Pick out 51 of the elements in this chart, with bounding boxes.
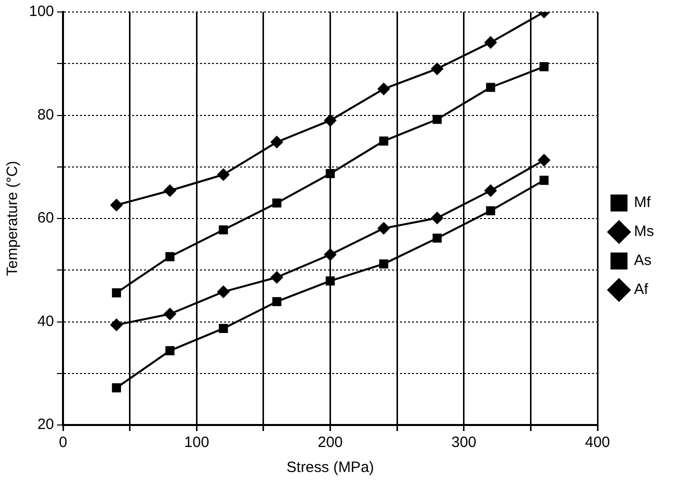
- y-tick-label: 80: [37, 106, 54, 124]
- point: [218, 324, 228, 333]
- point: [272, 198, 282, 208]
- point: [486, 206, 496, 216]
- point: [431, 62, 444, 75]
- point: [164, 308, 176, 320]
- y-axis-title: Temperature (°C): [4, 160, 22, 276]
- point: [326, 169, 335, 178]
- point: [538, 154, 550, 166]
- point: [324, 114, 336, 126]
- x-tick-label: 300: [451, 434, 476, 452]
- point: [270, 136, 283, 148]
- point: [165, 252, 174, 262]
- point: [272, 297, 282, 306]
- point: [110, 318, 122, 331]
- y-tick-label: 100: [28, 3, 54, 20]
- point: [378, 82, 390, 95]
- point: [432, 114, 442, 124]
- point: [165, 346, 174, 356]
- point: [217, 286, 230, 298]
- x-tick-label: 200: [318, 434, 343, 452]
- legend-label: Ms: [634, 223, 654, 240]
- point: [379, 136, 388, 146]
- point: [217, 168, 230, 181]
- legend-label: Mf: [634, 194, 652, 212]
- point: [270, 271, 283, 284]
- point: [484, 36, 497, 48]
- legend-label: Af: [634, 281, 650, 298]
- legend-label: As: [634, 252, 652, 270]
- point: [326, 276, 335, 286]
- point: [431, 212, 444, 224]
- x-axis-title: Stress (MPa): [286, 459, 374, 476]
- point: [486, 82, 496, 92]
- point: [112, 383, 122, 392]
- y-tick-label: 40: [37, 312, 54, 330]
- point: [324, 248, 336, 261]
- point: [540, 176, 549, 185]
- point: [540, 62, 549, 72]
- point: [432, 234, 442, 243]
- x-tick-label: 400: [584, 434, 610, 452]
- y-tick-label: 60: [37, 210, 54, 227]
- point: [484, 184, 497, 197]
- point: [218, 225, 228, 234]
- point: [164, 184, 176, 197]
- point: [379, 259, 388, 268]
- x-tick-label: 0: [58, 434, 68, 452]
- x-tick-label: 100: [184, 434, 210, 452]
- y-tick-label: 20: [37, 416, 54, 434]
- point: [112, 288, 122, 298]
- point: [378, 222, 390, 234]
- point: [110, 199, 122, 212]
